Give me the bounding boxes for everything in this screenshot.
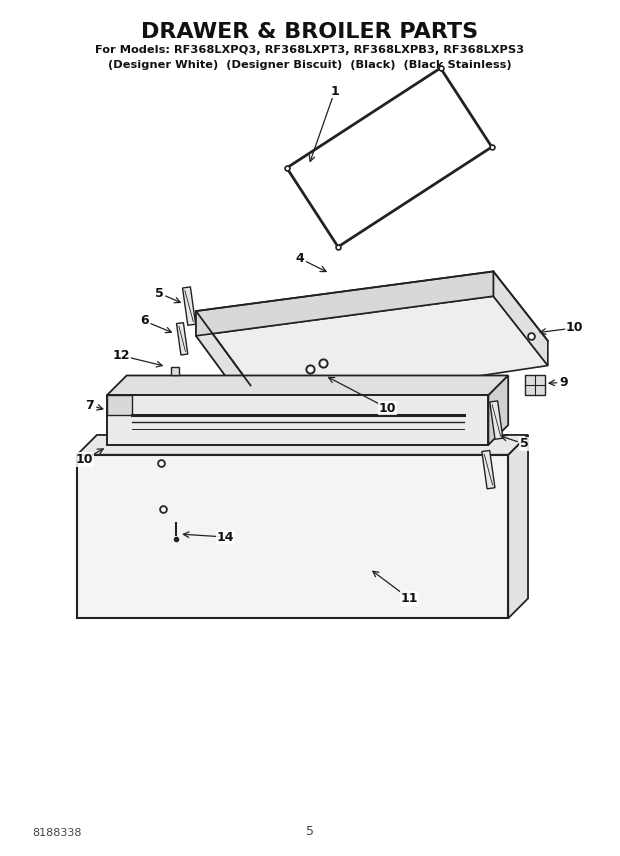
Text: 11: 11	[401, 592, 418, 605]
Polygon shape	[77, 455, 508, 618]
Polygon shape	[482, 450, 495, 489]
Polygon shape	[196, 296, 548, 410]
Polygon shape	[182, 287, 196, 325]
Polygon shape	[287, 68, 492, 247]
Polygon shape	[196, 271, 494, 336]
Polygon shape	[508, 435, 528, 618]
Text: For Models: RF368LXPQ3, RF368LXPT3, RF368LXPB3, RF368LXPS3: For Models: RF368LXPQ3, RF368LXPT3, RF36…	[95, 45, 525, 56]
Text: 6: 6	[140, 314, 149, 328]
Polygon shape	[494, 271, 548, 366]
Text: 10: 10	[566, 321, 583, 335]
Polygon shape	[107, 395, 131, 415]
Polygon shape	[177, 323, 188, 355]
Text: 5: 5	[520, 437, 528, 450]
Text: 4: 4	[296, 252, 304, 265]
Text: 7: 7	[86, 399, 94, 412]
Polygon shape	[107, 376, 508, 395]
Text: 14: 14	[217, 531, 234, 544]
Text: 5: 5	[306, 825, 314, 838]
Polygon shape	[489, 376, 508, 445]
Text: 5: 5	[155, 287, 164, 300]
Text: 12: 12	[113, 349, 130, 362]
Polygon shape	[525, 376, 545, 395]
Polygon shape	[77, 435, 528, 455]
Text: DRAWER & BROILER PARTS: DRAWER & BROILER PARTS	[141, 21, 479, 42]
Text: 10: 10	[75, 453, 93, 467]
Polygon shape	[107, 395, 489, 445]
Text: 8188338: 8188338	[32, 829, 82, 838]
Polygon shape	[196, 311, 250, 410]
Text: 9: 9	[559, 376, 568, 389]
Polygon shape	[490, 401, 503, 439]
Text: (Designer White)  (Designer Biscuit)  (Black)  (Black Stainless): (Designer White) (Designer Biscuit) (Bla…	[108, 60, 512, 70]
Text: 10: 10	[379, 401, 396, 414]
Text: 1: 1	[330, 85, 339, 98]
